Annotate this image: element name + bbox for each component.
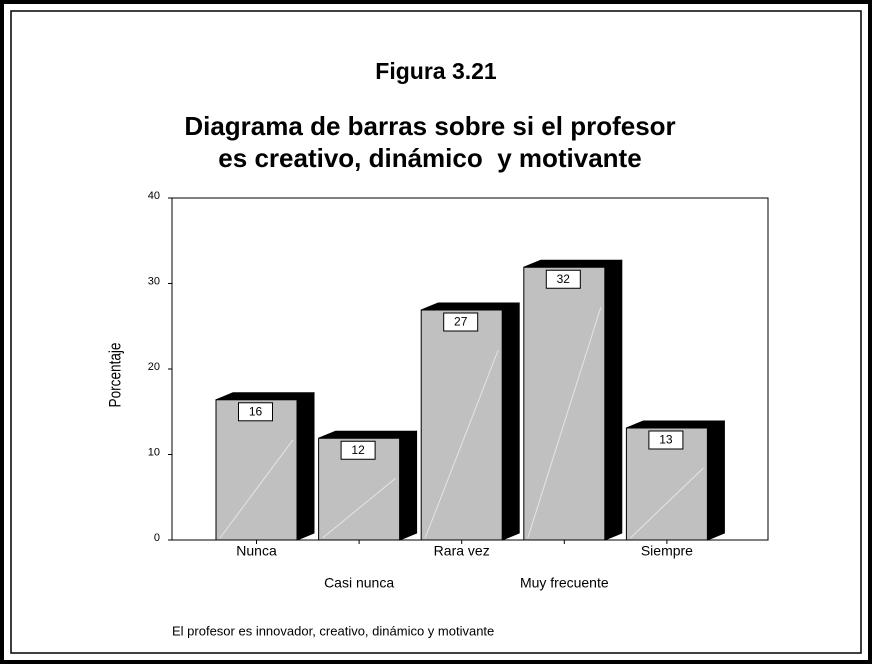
bar-side [399, 430, 418, 541]
chart-subtitle: Diagrama de barras sobre si el profesor [184, 111, 675, 141]
x-axis-title: El profesor es innovador, creativo, diná… [172, 623, 494, 638]
value-label: 32 [557, 272, 571, 286]
inner-frame [10, 10, 862, 654]
value-label: 13 [659, 433, 673, 447]
value-label-box [648, 430, 684, 450]
bar-side [501, 302, 520, 541]
x-tick-label: Siempre [641, 543, 693, 559]
bar-top [421, 302, 520, 311]
bar-top [318, 430, 417, 439]
value-label-box [340, 440, 376, 460]
bar-top [523, 259, 622, 268]
bar [215, 399, 298, 541]
x-tick-label: Nunca [236, 543, 277, 559]
chart-title: Figura 3.21 [375, 58, 497, 84]
bar [523, 266, 606, 541]
y-tick-label: 10 [148, 446, 160, 458]
bar-side [296, 392, 315, 541]
bar-top [215, 392, 315, 401]
y-tick-label: 40 [148, 190, 160, 202]
x-tick-label: Rara vez [434, 543, 490, 559]
bar-sheen [630, 467, 704, 539]
bar [420, 309, 503, 541]
chart-subtitle: es creativo, dinámico y motivante [218, 143, 641, 173]
bar-sheen [424, 349, 499, 539]
x-tick-label: Muy frecuente [520, 575, 609, 591]
bar-sheen [527, 307, 602, 539]
y-tick-label: 0 [154, 532, 160, 544]
value-label: 27 [454, 315, 468, 329]
value-label: 16 [249, 404, 263, 418]
x-tick-label: Casi nunca [324, 575, 394, 591]
value-label-box [545, 269, 581, 289]
value-label-box [443, 312, 479, 332]
value-label: 12 [351, 443, 365, 457]
y-tick-label: 30 [148, 275, 160, 287]
bar-side [706, 420, 725, 541]
bar-side [604, 259, 623, 541]
bar-top [626, 420, 725, 429]
value-label-box [238, 402, 273, 422]
bar-sheen [322, 477, 396, 539]
y-tick-label: 20 [148, 361, 160, 373]
bar-sheen [219, 439, 294, 539]
y-axis-title: Porcentaje [106, 343, 125, 408]
